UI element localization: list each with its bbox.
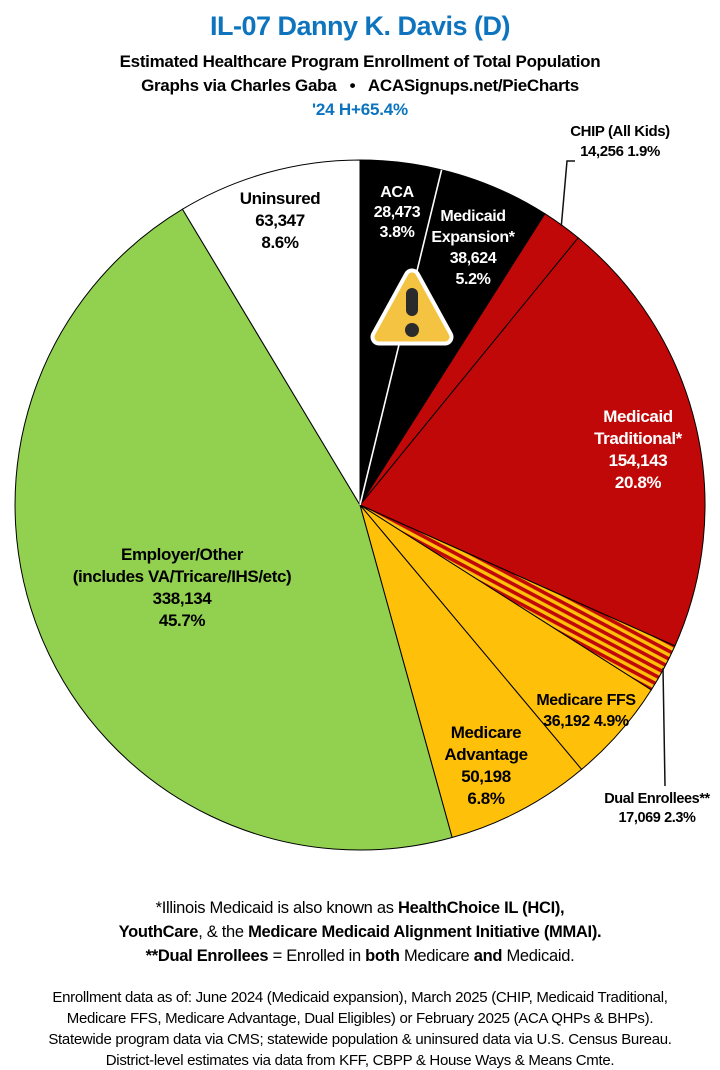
label-aca: ACA 28,473 3.8%: [373, 184, 421, 241]
chip-leader-line: [560, 160, 575, 227]
warning-triangle-icon: [370, 268, 454, 346]
dual-leader-line: [662, 667, 666, 787]
subtitle-enrollment: Estimated Healthcare Program Enrollment …: [119, 52, 601, 71]
label-medicaid-traditional: Medicaid Traditional* 154,143 20.8%: [594, 407, 682, 492]
subtitle-credit: Graphs via Charles Gaba • ACASignups.net…: [141, 76, 579, 95]
source-note-line: Enrollment data as of: June 2024 (Medica…: [52, 989, 668, 1006]
footnote-line: *Illinois Medicaid is also known as Heal…: [155, 899, 565, 917]
label-medicare-advantage: Medicare Advantage 50,198 6.8%: [444, 723, 528, 808]
source-note-line: Medicare FFS, Medicare Advantage, Dual E…: [66, 1010, 654, 1027]
source-note-line: Statewide program data via CMS; statewid…: [48, 1031, 672, 1048]
label-employer-other: Employer/Other (includes VA/Tricare/IHS/…: [72, 545, 292, 630]
pie-slice-employer-other: [14, 208, 453, 851]
footnote-line: YouthCare, & the Medicare Medicaid Align…: [118, 923, 602, 941]
pie-slice-uninsured: [182, 159, 361, 506]
source-note-line: District-level estimates via data from K…: [105, 1052, 615, 1069]
page-title: IL-07 Danny K. Davis (D): [209, 11, 511, 41]
pie-slice-medicaid-traditional: [359, 237, 706, 647]
source-note: Enrollment data as of: June 2024 (Medica…: [0, 987, 720, 1070]
footnote-line: **Dual Enrollees = Enrolled in both Medi…: [145, 947, 575, 965]
subtitle-partisan-lean: '24 H+65.4%: [312, 100, 408, 119]
label-uninsured: Uninsured 63,347 8.6%: [239, 189, 321, 252]
label-medicaid-expansion: Medicaid Expansion* 38,624 5.2%: [431, 208, 515, 288]
label-dual-enrollees-callout: Dual Enrollees** 17,069 2.3%: [604, 791, 710, 826]
label-medicare-ffs: Medicare FFS 36,192 4.9%: [536, 692, 636, 730]
footnote-medicaid-names: *Illinois Medicaid is also known as Heal…: [0, 896, 720, 968]
pie-slice-medicare-advantage: [359, 504, 583, 838]
label-chip-callout: CHIP (All Kids) 14,256 1.9%: [570, 123, 670, 160]
